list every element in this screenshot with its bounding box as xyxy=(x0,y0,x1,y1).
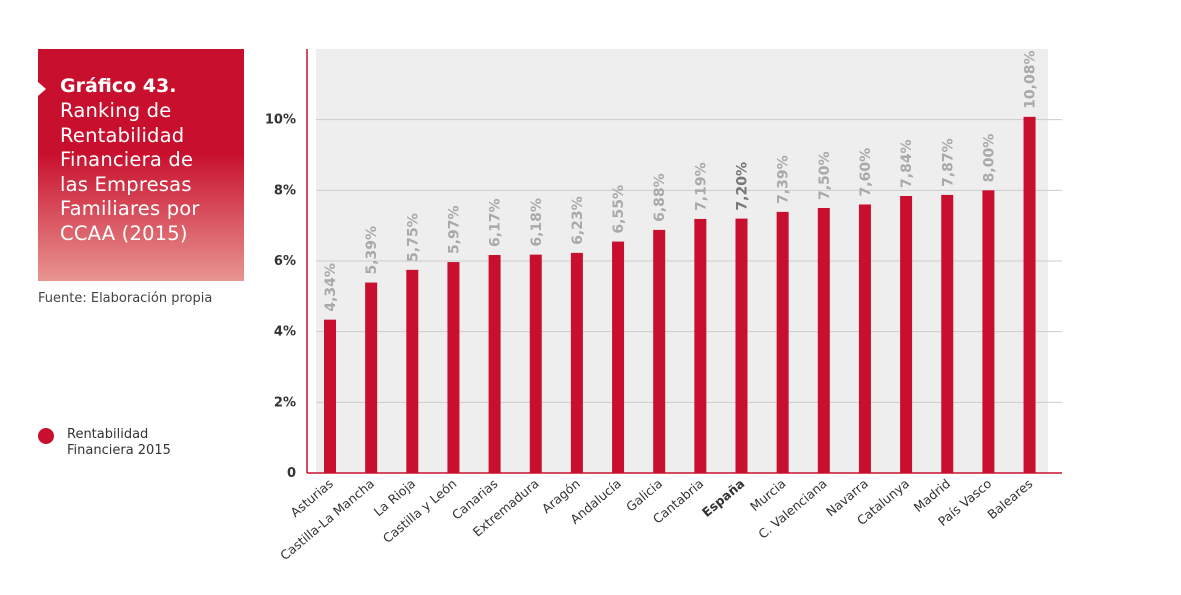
bar xyxy=(735,218,748,473)
x-tick-label: Baleares xyxy=(984,476,1035,522)
bar xyxy=(1023,116,1036,473)
y-tick-label: 0 xyxy=(287,466,296,481)
bar xyxy=(653,229,666,473)
value-label: 5,97% xyxy=(446,205,462,254)
value-label: 6,88% xyxy=(652,173,668,222)
bar xyxy=(406,269,419,473)
chart-title-line: Familiares por xyxy=(60,197,200,220)
legend-label: Rentabilidad Financiera 2015 xyxy=(67,427,171,458)
value-label: 7,84% xyxy=(899,139,915,188)
bar xyxy=(324,319,336,473)
value-label: 5,75% xyxy=(405,213,421,262)
value-label: 7,19% xyxy=(693,162,709,211)
bar xyxy=(488,254,501,473)
value-label: 6,55% xyxy=(611,185,627,234)
title-marker-icon xyxy=(38,82,46,96)
bar xyxy=(612,241,625,473)
bar xyxy=(570,252,583,473)
bar xyxy=(694,218,707,473)
bar xyxy=(941,194,954,473)
y-tick-label: 10% xyxy=(265,113,296,128)
chart-title-line: Ranking de xyxy=(60,99,172,122)
y-tick-label: 6% xyxy=(274,254,296,269)
value-label: 6,18% xyxy=(529,198,545,247)
chart-title: Ranking de Rentabilidad Financiera de la… xyxy=(60,99,234,246)
chart-title-line: Rentabilidad xyxy=(60,123,185,147)
value-label: 5,39% xyxy=(364,226,380,275)
legend: Rentabilidad Financiera 2015 xyxy=(38,427,197,459)
value-label: 7,50% xyxy=(817,151,833,200)
bar xyxy=(776,211,789,474)
chart-title-line: Financiera de xyxy=(60,148,194,171)
value-label: 10,08% xyxy=(1023,51,1039,109)
bar xyxy=(982,190,995,474)
value-label: 6,17% xyxy=(488,198,504,247)
bar xyxy=(900,195,913,473)
value-label: 4,34% xyxy=(323,263,339,312)
chart-title-block: Gráfico 43. Ranking de Rentabilidad Fina… xyxy=(38,49,244,281)
bar xyxy=(447,262,460,473)
bar xyxy=(858,204,871,473)
chart-title-line: CCAA (2015) xyxy=(60,221,188,245)
legend-dot-icon xyxy=(38,428,54,444)
x-tick-label: España xyxy=(699,476,747,520)
y-tick-label: 8% xyxy=(274,183,296,198)
bar xyxy=(365,282,378,473)
bar xyxy=(817,208,830,473)
value-label: 8,00% xyxy=(981,134,997,183)
chart-title-line: las Empresas xyxy=(60,172,192,196)
source-note: Fuente: Elaboración propia xyxy=(38,291,213,306)
value-label: 7,39% xyxy=(776,155,792,204)
chart-number: Gráfico 43. xyxy=(60,75,177,97)
value-label: 7,20% xyxy=(735,162,751,211)
y-tick-label: 2% xyxy=(274,395,296,410)
value-label: 7,60% xyxy=(858,148,874,197)
y-tick-label: 4% xyxy=(274,325,296,340)
bar xyxy=(529,254,542,473)
value-label: 7,87% xyxy=(940,138,956,187)
x-tick-label: Castilla y León xyxy=(380,476,460,546)
value-label: 6,23% xyxy=(570,196,586,245)
